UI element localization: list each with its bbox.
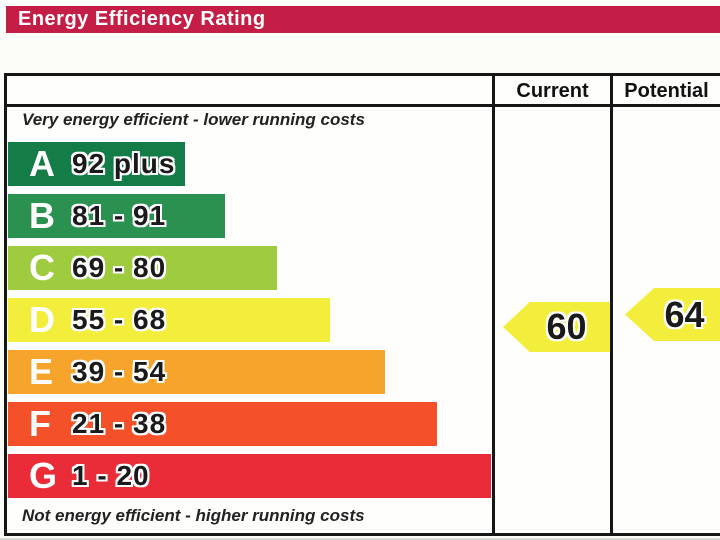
current-rating-value: 60 [546, 306, 587, 347]
band-row-b: B 81 - 91 [8, 194, 225, 238]
band-row-c: C 69 - 80 [8, 246, 277, 290]
title-bar: Energy Efficiency Rating [6, 6, 720, 33]
header-underline [4, 104, 720, 107]
band-range: 1 - 20 [72, 460, 150, 491]
column-header-potential: Potential [624, 79, 709, 102]
band-letter: C [29, 247, 55, 288]
band-range: 69 - 80 [72, 252, 167, 283]
bottom-note: Not energy efficient - higher running co… [22, 506, 365, 525]
divider-chart-current [492, 73, 495, 536]
band-letter: F [29, 403, 51, 444]
band-range: 81 - 91 [72, 200, 167, 231]
band-letter: D [29, 299, 55, 340]
band-range: 92 plus [72, 148, 176, 179]
top-note: Very energy efficient - lower running co… [22, 110, 365, 129]
band-row-a: A 92 plus [8, 142, 185, 186]
band-letter: G [29, 455, 58, 496]
band-range: 39 - 54 [72, 356, 167, 387]
band-range: 21 - 38 [72, 408, 167, 439]
band-letter: B [29, 195, 55, 236]
band-row-f: F 21 - 38 [8, 402, 437, 446]
divider-current-potential [610, 73, 613, 536]
scan-edge-artifact [0, 538, 720, 540]
potential-rating-value: 64 [664, 293, 705, 335]
band-row-d: D 55 - 68 [8, 298, 330, 342]
band-range: 55 - 68 [72, 304, 167, 335]
band-letter: E [29, 351, 54, 392]
band-letter: A [29, 143, 55, 184]
column-header-current: Current [516, 79, 589, 102]
page-title: Energy Efficiency Rating [18, 8, 266, 30]
band-row-e: E 39 - 54 [8, 350, 385, 394]
band-row-g: G 1 - 20 [8, 454, 491, 498]
